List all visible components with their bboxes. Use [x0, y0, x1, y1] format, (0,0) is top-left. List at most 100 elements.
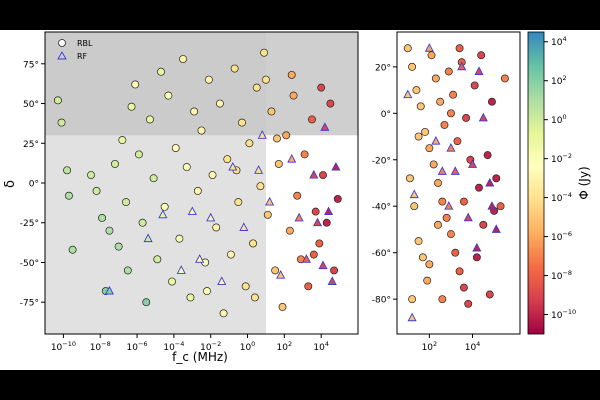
rbl-point: [414, 132, 423, 141]
secondary-x-ticks: 102 104: [422, 334, 481, 353]
rbl-point: [271, 266, 280, 275]
rf-point: [276, 270, 286, 279]
colorbar-ticks: 104 102 100 10−2 10−4 10−6 10−8 10−10: [544, 35, 576, 321]
rf-point: [312, 217, 323, 227]
rbl-point: [453, 137, 462, 146]
rbl-point: [87, 171, 95, 180]
rbl-point: [278, 303, 287, 311]
rbl-point: [410, 202, 419, 211]
rbl-point: [92, 186, 101, 195]
rbl-point: [459, 283, 468, 292]
x-tick-label: 104: [313, 340, 329, 353]
x-tick-label: 10−6: [127, 340, 148, 353]
rbl-point: [304, 282, 313, 291]
rf-point: [206, 212, 216, 222]
colorbar-tick-label: 10−2: [551, 152, 572, 165]
rbl-point: [256, 182, 265, 191]
rbl-point: [105, 226, 114, 235]
y-tick-label: -50°: [20, 259, 39, 269]
top-letterbox-band: [0, 0, 600, 30]
rbl-point: [131, 80, 140, 89]
rbl-point: [459, 197, 468, 206]
rbl-point: [142, 298, 151, 307]
rf-point: [409, 189, 419, 199]
main-y-ticks: 75° 50° 25° 0° -25° -50° -75°: [20, 60, 45, 309]
rbl-point: [438, 295, 447, 304]
rf-point: [309, 169, 319, 179]
secondary-axes-background: [397, 32, 520, 334]
rbl-point: [326, 99, 335, 108]
rbl-point: [464, 299, 473, 308]
y-tick-label: 0°: [29, 180, 39, 190]
rbl-point: [414, 237, 423, 246]
y-tick-label: 75°: [23, 60, 39, 70]
rbl-point: [427, 51, 436, 60]
rf-point: [301, 254, 311, 263]
rbl-point: [434, 179, 442, 187]
rbl-point: [168, 277, 176, 286]
rbl-point: [182, 163, 191, 172]
rbl-point: [472, 253, 481, 262]
rbl-point: [434, 220, 442, 229]
rbl-point: [429, 160, 438, 169]
rbl-point: [234, 198, 243, 207]
colorbar-gradient: [527, 31, 545, 335]
main-scatter-points: [53, 48, 342, 318]
rbl-point: [289, 91, 298, 100]
rbl-point: [68, 245, 77, 254]
rf-point: [444, 201, 454, 210]
rbl-point: [408, 62, 417, 71]
rbl-point: [311, 207, 320, 216]
rbl-point: [134, 150, 143, 159]
main-scatter-panel: 10−10 10−8 10−6 10−4 10−2 100 102 104 75°50°25°…: [3, 31, 359, 364]
x-tick-label: 104: [465, 340, 481, 353]
rbl-point: [479, 220, 488, 229]
colorbar-tick-label: 102: [551, 74, 567, 87]
rbl-point: [440, 120, 449, 129]
secondary-y-ticks: 20° 0° -20° -40° -60° -80°: [372, 63, 397, 306]
rbl-point: [496, 202, 505, 211]
rf-point: [104, 285, 114, 295]
colorbar-tick-label: 10−10: [551, 308, 576, 321]
y-tick-label: -75°: [20, 299, 39, 309]
rbl-point: [438, 197, 447, 206]
rbl-point: [98, 214, 107, 222]
rbl-point: [190, 107, 199, 116]
rbl-point: [293, 191, 302, 200]
y-tick-label: -80°: [372, 296, 391, 306]
rbl-point: [241, 282, 250, 291]
rbl-point: [416, 102, 425, 111]
rf-point: [478, 112, 488, 122]
rf-point: [446, 142, 456, 152]
rbl-point: [118, 136, 127, 145]
rf-point: [158, 209, 168, 219]
rbl-point: [53, 96, 62, 105]
y-tick-label: -25°: [20, 219, 39, 229]
y-tick-label: -40°: [372, 203, 391, 213]
rbl-point: [322, 218, 331, 227]
rbl-point: [164, 91, 173, 100]
rbl-point: [175, 234, 184, 243]
rf-point: [287, 153, 297, 163]
rbl-point: [219, 309, 228, 318]
y-tick-label: 0°: [381, 110, 391, 120]
secondary-axes-frame: [396, 31, 521, 335]
rbl-point: [446, 230, 455, 239]
rf-point: [239, 222, 249, 231]
rf-point: [463, 212, 473, 222]
rbl-point: [261, 75, 270, 84]
colorbar-tick-label: 100: [551, 113, 567, 126]
rf-point: [403, 89, 413, 99]
rbl-point: [405, 174, 414, 183]
rbl-point: [449, 90, 458, 99]
shaded-region-1: [45, 32, 266, 334]
rbl-point: [330, 266, 339, 275]
rf-point: [467, 159, 478, 168]
rf-point: [491, 224, 501, 233]
rbl-point: [470, 81, 479, 90]
x-tick-label: 102: [277, 340, 293, 353]
rf-point: [257, 130, 267, 139]
rbl-point: [431, 74, 440, 83]
rbl-point: [208, 171, 217, 180]
y-tick-label: 50°: [23, 100, 39, 110]
